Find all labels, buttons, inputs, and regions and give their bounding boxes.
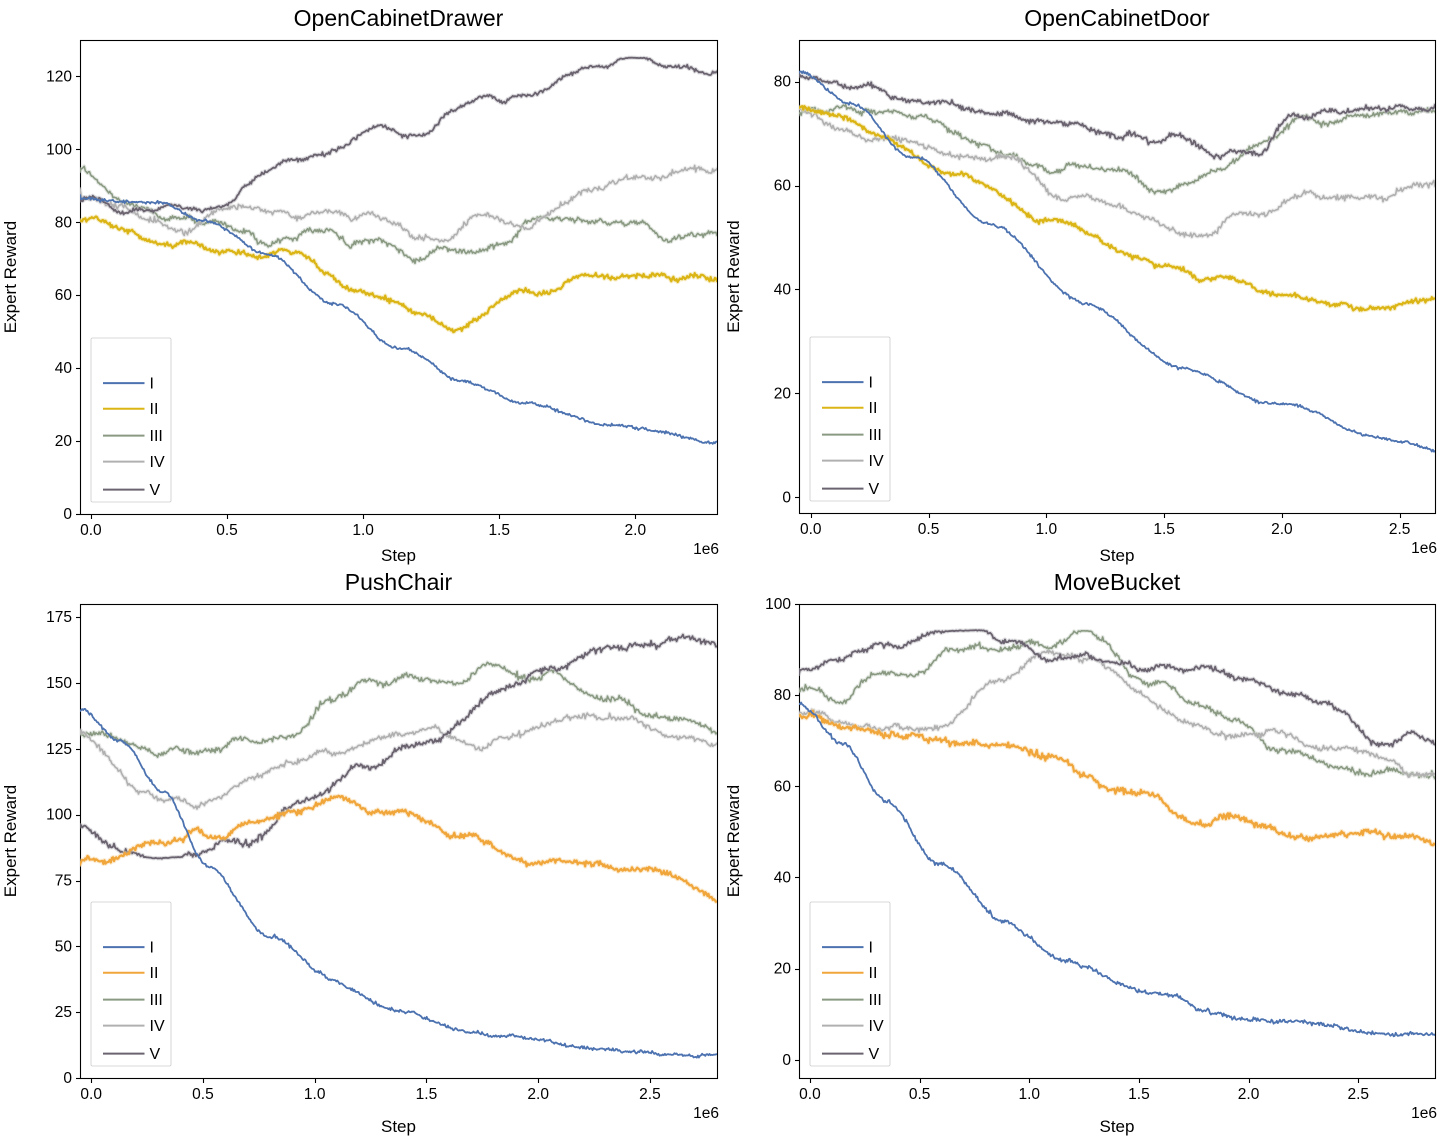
svg-text:V: V xyxy=(150,1046,161,1063)
svg-text:0.0: 0.0 xyxy=(80,1086,102,1103)
svg-text:100: 100 xyxy=(765,596,791,613)
svg-text:120: 120 xyxy=(46,68,72,85)
svg-text:2.5: 2.5 xyxy=(1389,521,1411,538)
svg-text:II: II xyxy=(150,401,159,418)
svg-text:V: V xyxy=(150,482,161,499)
svg-text:MoveBucket: MoveBucket xyxy=(1054,571,1181,595)
svg-text:1e6: 1e6 xyxy=(693,1105,719,1122)
svg-text:2.0: 2.0 xyxy=(625,522,647,539)
svg-text:0: 0 xyxy=(782,1052,791,1069)
svg-text:1.5: 1.5 xyxy=(1153,521,1175,538)
svg-text:1e6: 1e6 xyxy=(693,541,719,558)
svg-text:1.0: 1.0 xyxy=(304,1086,326,1103)
svg-text:IV: IV xyxy=(150,454,165,471)
svg-text:80: 80 xyxy=(774,687,792,704)
svg-text:100: 100 xyxy=(46,807,72,824)
svg-text:IV: IV xyxy=(869,1018,884,1035)
svg-text:1e6: 1e6 xyxy=(1411,1105,1437,1122)
svg-text:40: 40 xyxy=(774,281,792,298)
svg-text:40: 40 xyxy=(774,869,792,886)
svg-text:Expert Reward: Expert Reward xyxy=(1,221,20,333)
svg-text:V: V xyxy=(869,481,880,498)
svg-text:III: III xyxy=(150,992,163,1009)
svg-text:125: 125 xyxy=(46,741,72,758)
svg-text:III: III xyxy=(869,992,882,1009)
svg-text:0.0: 0.0 xyxy=(800,521,822,538)
svg-text:II: II xyxy=(869,965,878,982)
svg-text:1e6: 1e6 xyxy=(1411,540,1437,557)
svg-text:2.5: 2.5 xyxy=(1347,1086,1369,1103)
svg-text:20: 20 xyxy=(55,433,73,450)
svg-text:175: 175 xyxy=(46,609,72,626)
svg-text:1.0: 1.0 xyxy=(1018,1086,1040,1103)
svg-text:1.5: 1.5 xyxy=(488,522,510,539)
svg-text:1.0: 1.0 xyxy=(1036,521,1058,538)
svg-text:2.0: 2.0 xyxy=(527,1086,549,1103)
svg-text:I: I xyxy=(869,375,873,392)
svg-text:0: 0 xyxy=(63,1070,72,1087)
svg-text:Step: Step xyxy=(381,546,416,565)
svg-text:I: I xyxy=(150,376,154,393)
svg-text:Step: Step xyxy=(1100,1117,1135,1136)
svg-text:Expert Reward: Expert Reward xyxy=(724,785,743,897)
svg-text:60: 60 xyxy=(55,287,73,304)
svg-text:OpenCabinetDoor: OpenCabinetDoor xyxy=(1024,5,1210,31)
svg-text:60: 60 xyxy=(774,178,792,195)
svg-text:150: 150 xyxy=(46,675,72,692)
svg-text:0.0: 0.0 xyxy=(80,522,102,539)
svg-text:0.0: 0.0 xyxy=(799,1086,821,1103)
svg-text:I: I xyxy=(869,940,873,957)
svg-text:III: III xyxy=(150,428,163,445)
svg-text:0.5: 0.5 xyxy=(918,521,940,538)
svg-text:20: 20 xyxy=(774,961,792,978)
svg-text:1.5: 1.5 xyxy=(1128,1086,1150,1103)
svg-text:2.0: 2.0 xyxy=(1238,1086,1260,1103)
svg-text:II: II xyxy=(869,400,878,417)
svg-text:0: 0 xyxy=(63,506,72,523)
svg-text:Step: Step xyxy=(381,1117,416,1136)
svg-text:25: 25 xyxy=(55,1004,72,1021)
svg-text:50: 50 xyxy=(55,938,73,955)
svg-text:Expert Reward: Expert Reward xyxy=(1,785,20,897)
svg-text:60: 60 xyxy=(774,778,792,795)
svg-text:0: 0 xyxy=(782,489,791,506)
svg-text:0.5: 0.5 xyxy=(192,1086,214,1103)
svg-text:II: II xyxy=(150,965,159,982)
svg-text:III: III xyxy=(869,427,882,444)
svg-text:40: 40 xyxy=(55,360,73,377)
svg-text:75: 75 xyxy=(55,873,72,890)
svg-text:0.5: 0.5 xyxy=(216,522,238,539)
svg-text:1.0: 1.0 xyxy=(352,522,374,539)
svg-text:2.5: 2.5 xyxy=(639,1086,661,1103)
svg-text:I: I xyxy=(150,940,154,957)
svg-text:Expert Reward: Expert Reward xyxy=(724,220,743,332)
svg-text:80: 80 xyxy=(55,214,73,231)
svg-text:0.5: 0.5 xyxy=(909,1086,931,1103)
svg-text:1.5: 1.5 xyxy=(416,1086,438,1103)
svg-text:IV: IV xyxy=(869,453,884,470)
svg-text:100: 100 xyxy=(46,141,72,158)
svg-text:V: V xyxy=(869,1046,880,1063)
svg-text:IV: IV xyxy=(150,1018,165,1035)
svg-text:PushChair: PushChair xyxy=(345,571,453,595)
svg-text:2.0: 2.0 xyxy=(1271,521,1293,538)
svg-text:Step: Step xyxy=(1100,546,1135,565)
svg-text:80: 80 xyxy=(774,74,792,91)
svg-text:OpenCabinetDrawer: OpenCabinetDrawer xyxy=(294,5,504,31)
svg-text:20: 20 xyxy=(774,385,792,402)
